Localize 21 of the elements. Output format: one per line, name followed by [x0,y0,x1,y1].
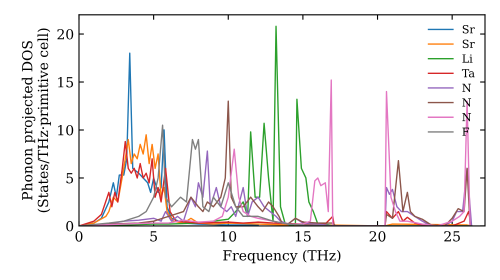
x-axis-title: Frequency (THz) [223,250,340,264]
legend-label: Ta [462,69,475,78]
x-tick-label: 20 [370,231,386,242]
y-tick-label: 5 [66,173,74,184]
x-tick-label: 5 [150,231,157,242]
y-tick-label: 0 [66,220,74,232]
legend-label: N [462,98,472,107]
x-tick-label: 0 [75,231,82,242]
x-tick-label: 10 [221,231,236,242]
y-axis-title: Phonon projected DOS (States/THz·primitive cell) [22,28,51,212]
legend-label: Sr [462,40,475,48]
y-tick-label: 20 [57,29,74,40]
legend-label: N [462,113,472,122]
legend-label: F [462,128,470,136]
legend-label: Sr [462,25,475,34]
x-tick-label: 15 [296,231,311,242]
y-tick-label: 10 [58,124,74,136]
legend-label: N [462,84,472,92]
x-tick-label: 25 [444,231,460,242]
legend-label: Li [462,54,472,63]
y-tick-label: 15 [58,76,74,88]
